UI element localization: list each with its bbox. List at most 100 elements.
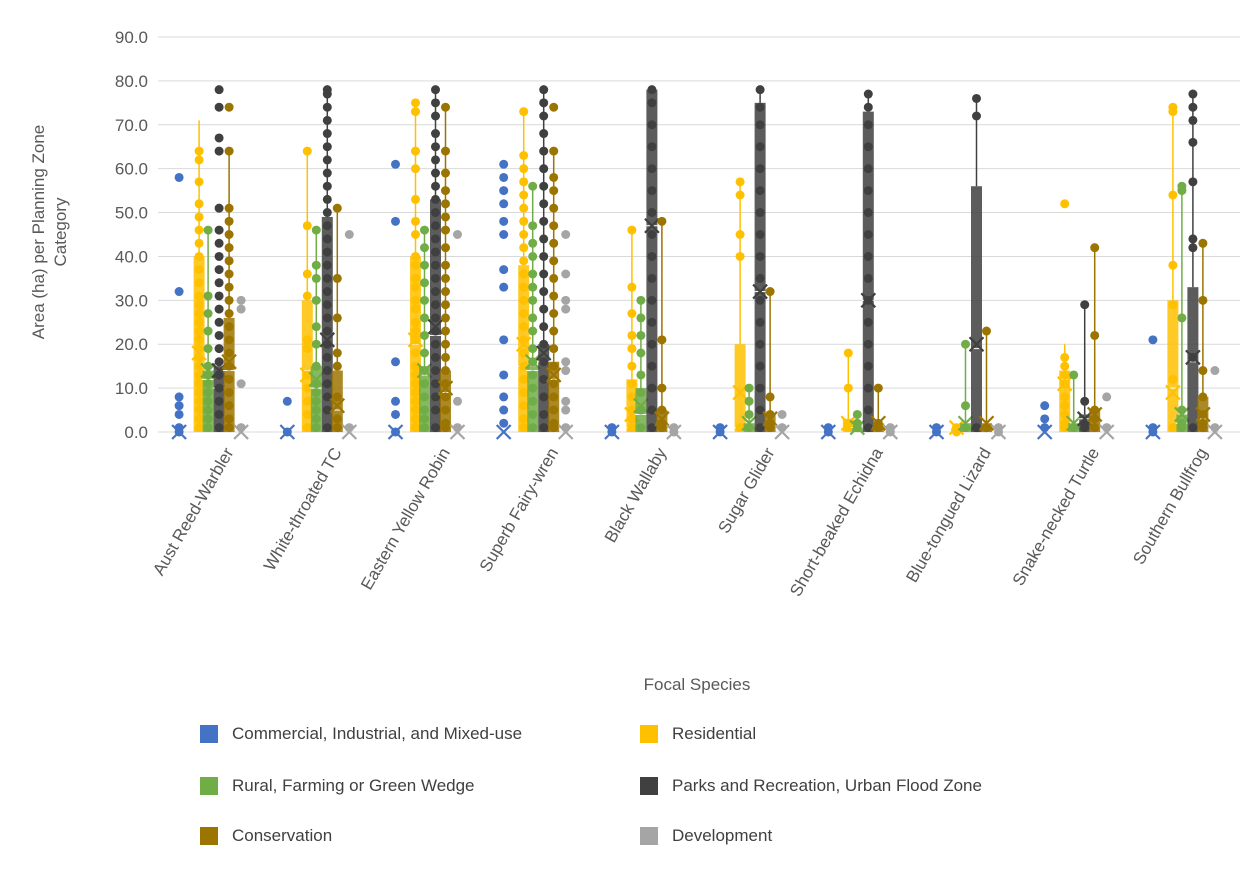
mean-stroke [221,353,237,370]
data-point [311,396,321,406]
data-point [755,339,765,349]
data-point [203,344,213,354]
data-point [322,155,332,165]
data-point [549,273,559,283]
mean-marker [712,424,728,440]
data-point [411,388,420,397]
data-point [519,230,529,239]
data-point [549,172,559,182]
mean-stroke [849,419,866,436]
data-point [174,172,184,182]
mean-stroke [712,424,728,440]
x-category-label: Eastern Yellow Robin [357,445,454,594]
data-point [411,326,420,336]
data-point [755,208,765,218]
legend-label: Residential [672,724,757,743]
data-point [214,304,224,314]
series-group [233,230,1223,440]
data-point [549,146,559,156]
data-point [863,317,873,327]
legend-item: Parks and Recreation, Urban Flood Zone [640,774,982,798]
data-point [322,221,332,231]
data-point [411,414,420,424]
data-point [203,379,213,389]
data-point [431,300,440,310]
data-point [441,102,450,112]
data-point [627,225,637,235]
data-point [332,423,342,433]
data-point [1188,137,1198,147]
mean-stroke [279,424,296,440]
data-point [214,85,224,95]
data-point [863,423,873,433]
x-category-label: Black Wallaby [601,444,671,546]
data-point [528,238,538,248]
data-point [214,146,224,156]
data-point [174,287,184,297]
data-point [411,304,420,314]
y-tick-label: 0.0 [124,423,148,442]
data-point [411,194,420,204]
data-point [311,388,321,397]
data-point [214,423,224,433]
data-point [411,251,420,261]
data-point [636,423,646,433]
data-point [863,339,873,349]
legend-item: Rural, Farming or Green Wedge [200,774,475,798]
data-point [539,199,549,209]
data-point [647,383,657,393]
data-point [174,409,184,419]
data-point [194,405,204,415]
data-point [519,164,529,174]
x-axis-title: Focal Species [644,675,751,694]
mean-stroke [604,424,620,440]
data-point [224,216,234,226]
data-point [755,295,765,305]
legend-label: Commercial, Industrial, and Mixed-use [232,724,523,743]
data-point [657,383,667,393]
data-point [972,423,981,433]
data-point [441,300,450,310]
data-point [539,85,549,95]
mean-marker [604,424,620,440]
data-point [214,203,224,213]
mean-marker [1098,424,1115,440]
mean-marker [1086,406,1103,423]
data-point [236,295,246,305]
mean-marker [741,415,757,432]
data-point [647,405,657,415]
mean-stroke [308,371,325,388]
data-point [214,383,224,393]
data-point [420,243,429,253]
mean-marker [990,424,1007,440]
data-point [411,107,420,117]
legend-swatch [200,725,218,743]
data-point [194,414,204,424]
data-point [431,168,440,178]
data-point [852,409,862,419]
data-point [499,392,509,402]
mean-stroke [387,424,404,440]
data-point [755,361,765,371]
data-point [203,414,213,424]
data-point [322,181,332,191]
x-category-label: Superb Fairy-wren [476,445,562,576]
data-point [322,129,332,139]
data-point [519,190,529,200]
data-point [561,295,571,305]
data-point [431,142,440,152]
data-point [1168,190,1178,200]
data-point [214,225,224,235]
data-point [441,339,450,349]
data-point [539,234,549,244]
data-point [519,203,529,213]
data-point [322,102,332,112]
data-point [755,164,765,174]
data-point [499,186,509,196]
data-point [302,146,312,156]
data-point [441,212,450,222]
data-point [431,287,440,297]
data-point [1198,392,1208,402]
mean-stroke [1195,406,1211,423]
data-point [441,260,450,270]
